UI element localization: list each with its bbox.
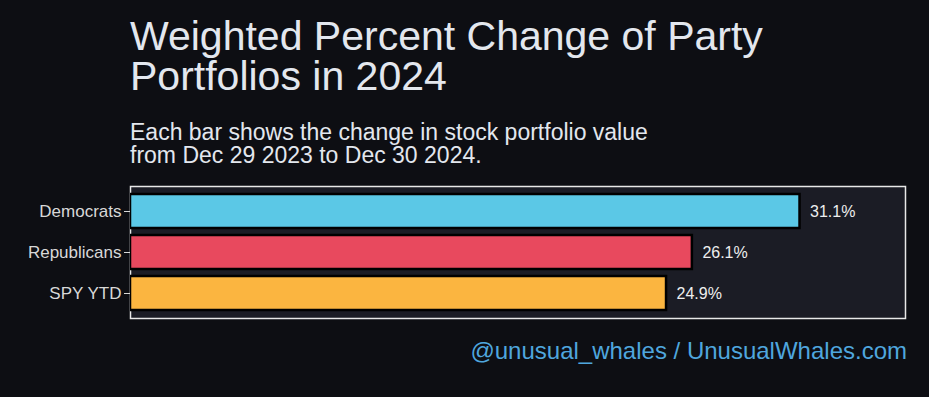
svg-text:26.1%: 26.1%	[702, 244, 747, 261]
html-text:Weighted Percent Change of Par: Weighted Percent Change of Party Portfol…	[130, 13, 763, 99]
html-text:Each bar shows the change in s: Each bar shows the change in stock portf…	[130, 119, 648, 168]
svg-text:SPY YTD: SPY YTD	[49, 284, 121, 303]
svg-text:Democrats: Democrats	[39, 202, 121, 221]
svg-text:Republicans: Republicans	[28, 243, 122, 262]
svg-text:24.9%: 24.9%	[677, 285, 722, 302]
html-text:@unusual_whales / UnusualWhale: @unusual_whales / UnusualWhales.com	[470, 337, 907, 364]
svg-text:31.1%: 31.1%	[810, 203, 855, 220]
